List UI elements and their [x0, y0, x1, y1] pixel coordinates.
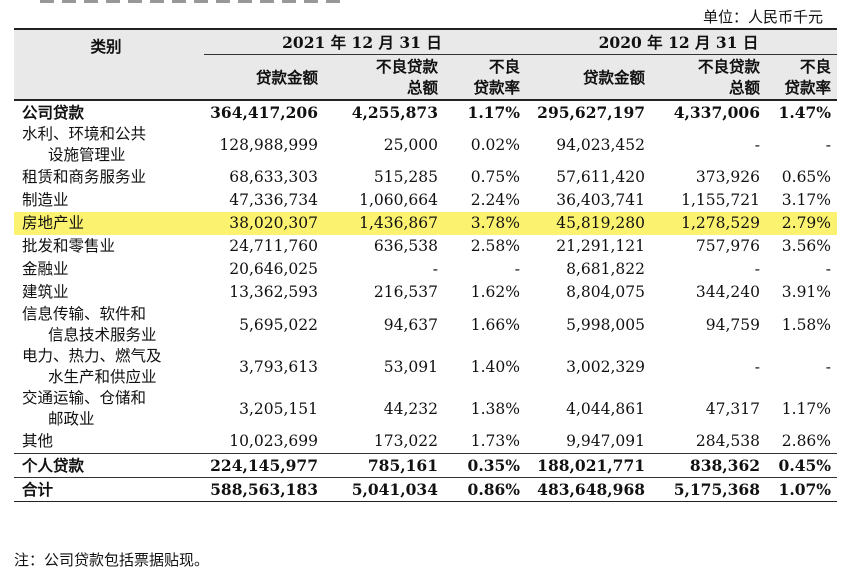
header-npl-rate-2021: 不良 贷款率: [444, 54, 527, 100]
header-row-columns: 贷款金额 不良贷款 总额 不良 贷款率 贷款金额 不良贷款 总额 不良 贷款率: [14, 54, 838, 100]
cropped-text-fragment: [40, 0, 340, 3]
table-row-corporate-loans: 公司贷款 364,417,206 4,255,873 1.17% 295,627,1…: [14, 99, 838, 124]
table-row-real-estate-highlighted: 房地产业 38,020,307 1,436,867 3.78% 45,819,280…: [14, 212, 838, 235]
table-row: 金融业 20,646,025- - 8,681,822- -: [22, 260, 832, 278]
table-row: 制造业 47,336,734 1,060,664 2.24% 36,403,741 1…: [22, 191, 832, 209]
header-year-2021: 2021 年 12 月 31 日: [204, 28, 527, 55]
table-row-personal-loans: 个人贷款 224,145,977 785,161 0.35% 188,021,771…: [14, 453, 838, 478]
table-row: 租赁和商务服务业 68,633,303 515,285 0.75% 57,611,4…: [22, 168, 832, 186]
unit-label: 单位：人民币千元: [702, 8, 823, 26]
table-row: 批发和零售业 24,711,760 636,538 2.58% 21,291,121…: [22, 237, 832, 255]
header-category: 类别: [14, 28, 204, 100]
header-npl-total-2021: 不良贷款 总额: [324, 54, 444, 100]
header-npl-total-2020: 不良贷款 总额: [651, 54, 767, 100]
table-row: 信息传输、软件和 信息技术服务业 5,695,022 94,637 1.66% 5,9…: [22, 305, 832, 344]
header-year-2020: 2020 年 12 月 31 日: [526, 28, 838, 55]
header-loan-amount-2021: 贷款金额: [204, 54, 324, 100]
header-npl-rate-2020: 不良 贷款率: [766, 54, 838, 100]
table-row: 电力、热力、燃气及 水生产和供应业 3,793,613 53,091 1.40% 3,…: [22, 347, 832, 386]
header-row-years: 类别 2021 年 12 月 31 日 2020 年 12 月 31 日: [14, 28, 838, 100]
table-row-total: 合计 588,563,183 5,041,034 0.86% 483,648,968…: [14, 477, 838, 502]
table-row: 水利、环境和公共 设施管理业 128,988,999 25,000 0.02% 94,…: [22, 125, 832, 164]
footnote: 注：公司贷款包括票据贴现。: [14, 551, 210, 569]
table-row: 交通运输、仓储和 邮政业 3,205,151 44,232 1.38% 4,044,8…: [22, 389, 832, 428]
table-row: 其他 10,023,699 173,022 1.73% 9,947,091 284,5…: [22, 432, 832, 450]
loan-quality-table: 类别 2021 年 12 月 31 日 2020 年 12 月 31 日 贷款金…: [14, 28, 838, 502]
table-row: 建筑业 13,362,593 216,537 1.62% 8,804,075 344,…: [22, 283, 832, 301]
header-loan-amount-2020: 贷款金额: [526, 54, 652, 100]
